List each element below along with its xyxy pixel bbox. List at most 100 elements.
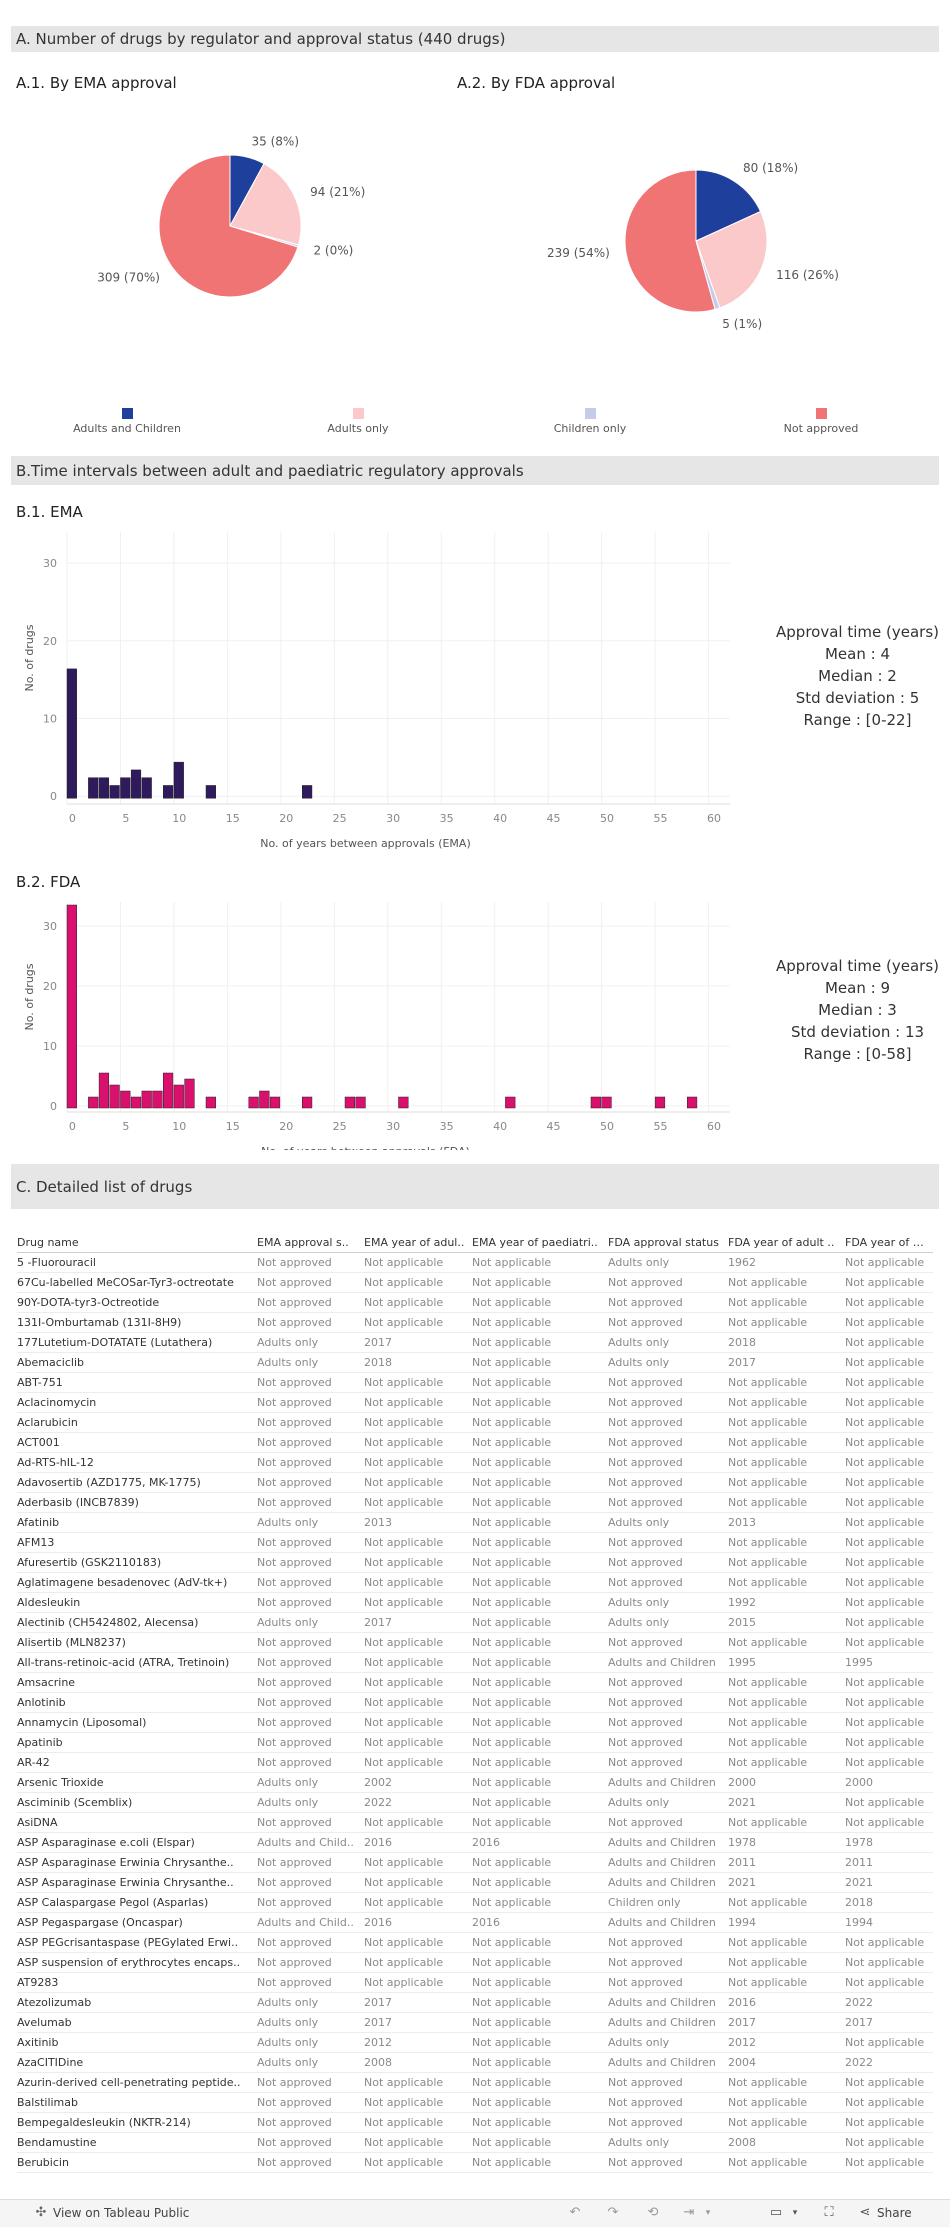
column-header[interactable]: EMA year of paediatri.. (472, 1233, 608, 1253)
table-row[interactable]: ABT-751 Not approved Not applicable Not app… (17, 1372, 933, 1393)
pie-slice-not-approved[interactable] (158, 154, 299, 298)
pie-slice-adults-only[interactable] (229, 163, 302, 246)
histogram-bar[interactable] (162, 1072, 174, 1109)
table-row[interactable]: Amsacrine Not approved Not applicable Not a… (17, 1672, 933, 1693)
table-row[interactable]: ASP PEGcrisantaspase (PEGylated Erwi.. No… (17, 1932, 933, 1953)
table-row[interactable]: Aderbasib (INCB7839) Not approved Not appl… (17, 1492, 933, 1513)
histogram-bar[interactable] (141, 777, 152, 799)
column-header[interactable]: EMA approval s.. (257, 1233, 364, 1253)
legend-item-not-approved[interactable]: Not approved (741, 408, 901, 435)
column-header[interactable]: FDA year of adult .. (728, 1233, 845, 1253)
histogram-bar[interactable] (98, 777, 110, 799)
pie-slice-adults-children[interactable] (695, 169, 762, 242)
table-row[interactable]: Atezolizumab Adults only 2017 Not applicabl… (17, 1992, 933, 2013)
column-header[interactable]: Drug name (17, 1233, 257, 1253)
table-row[interactable]: ASP suspension of erythrocytes encaps.. N… (17, 1952, 933, 1973)
table-row[interactable]: Alectinib (CH5424802, Alecensa) Adults on… (17, 1612, 933, 1633)
table-row[interactable]: Bendamustine Not approved Not applicable No… (17, 2132, 933, 2153)
table-row[interactable]: Azurin-derived cell-penetrating peptide.… (17, 2072, 933, 2093)
histogram-bar[interactable] (66, 668, 77, 799)
histogram-bar[interactable] (654, 1096, 666, 1109)
table-row[interactable]: Aglatimagene besadenovec (AdV-tk+) Not ap… (17, 1572, 933, 1593)
table-row[interactable]: 67Cu-labelled MeCOSar-Tyr3-octreotate Not… (17, 1272, 933, 1293)
device-layout-button[interactable]: ▭ ▾ (769, 2206, 802, 2220)
histogram-bar[interactable] (184, 1078, 195, 1109)
table-row[interactable]: AsiDNA Not approved Not applicable Not appl… (17, 1812, 933, 1833)
table-row[interactable]: Apatinib Not approved Not applicable Not ap… (17, 1732, 933, 1753)
histogram-bar[interactable] (601, 1096, 612, 1109)
table-row[interactable]: Asciminib (Scemblix) Adults only 2022 Not a… (17, 1792, 933, 1813)
undo-button[interactable]: ↶ (568, 2206, 582, 2220)
histogram-bar[interactable] (173, 761, 184, 799)
table-row[interactable]: AFM13 Not approved Not applicable Not appli… (17, 1532, 933, 1553)
table-row[interactable]: Axitinib Adults only 2012 Not applicable Adu… (17, 2032, 933, 2053)
histogram-bar[interactable] (259, 1090, 270, 1109)
histogram-bar[interactable] (66, 904, 77, 1109)
table-row[interactable]: Avelumab Adults only 2017 Not applicable Adu… (17, 2012, 933, 2033)
histogram-bar[interactable] (398, 1096, 409, 1109)
legend-item-children-only[interactable]: Children only (510, 408, 670, 435)
histogram-bar[interactable] (130, 769, 142, 799)
table-row[interactable]: AzaCITIDine Adults only 2008 Not applicable… (17, 2052, 933, 2073)
histogram-bar[interactable] (141, 1090, 152, 1109)
histogram-bar[interactable] (120, 1090, 131, 1109)
ema-histogram[interactable]: 0 5 10 15 20 25 30 35 40 45 50 55 60 0 10 20 30 No. of ye… (0, 520, 760, 850)
table-row[interactable]: ASP Asparaginase e.coli (Elspar) Adults a… (17, 1832, 933, 1853)
histogram-bar[interactable] (344, 1096, 355, 1109)
column-header[interactable]: EMA year of adul.. (364, 1233, 472, 1253)
histogram-bar[interactable] (205, 785, 216, 799)
table-row[interactable]: Ad-RTS-hIL-12 Not approved Not applicable N… (17, 1452, 933, 1473)
histogram-bar[interactable] (505, 1096, 516, 1109)
table-row[interactable]: AR-42 Not approved Not applicable Not appli… (17, 1752, 933, 1773)
table-row[interactable]: ASP Calaspargase Pegol (Asparlas) Not app… (17, 1892, 933, 1913)
table-row[interactable]: 5 -Fluorouracil Not approved Not applicabl… (17, 1252, 933, 1273)
table-row[interactable]: 131I-Omburtamab (131I-8H9) Not approved No… (17, 1312, 933, 1333)
table-row[interactable]: Afatinib Adults only 2013 Not applicable Adu… (17, 1512, 933, 1533)
table-row[interactable]: Alisertib (MLN8237) Not approved Not appli… (17, 1632, 933, 1653)
table-row[interactable]: Abemaciclib Adults only 2018 Not applicable… (17, 1352, 933, 1373)
histogram-bar[interactable] (173, 1084, 184, 1109)
table-row[interactable]: ACT001 Not approved Not applicable Not appl… (17, 1432, 933, 1453)
table-row[interactable]: ASP Asparaginase Erwinia Chrysanthe.. Not… (17, 1852, 933, 1873)
table-row[interactable]: Aclacinomycin Not approved Not applicable N… (17, 1392, 933, 1413)
histogram-bar[interactable] (248, 1096, 259, 1109)
table-row[interactable]: Aldesleukin Not approved Not applicable Not… (17, 1592, 933, 1613)
fda-pie-chart[interactable]: 80 (18%) 116 (26%) 5 (1%) 239 (54%) (460, 100, 940, 340)
table-row[interactable]: Balstilimab Not approved Not applicable Not… (17, 2092, 933, 2113)
table-row[interactable]: AT9283 Not approved Not applicable Not appl… (17, 1972, 933, 1993)
column-header[interactable]: FDA year of paed (845, 1233, 933, 1253)
legend-item-adults-children[interactable]: Adults and Children (47, 408, 207, 435)
pie-slice-not-approved[interactable] (624, 169, 716, 313)
redo-button[interactable]: ↷ (606, 2206, 620, 2220)
table-row[interactable]: Adavosertib (AZD1775, MK-1775) Not approv… (17, 1472, 933, 1493)
histogram-bar[interactable] (130, 1096, 142, 1109)
histogram-bar[interactable] (109, 785, 120, 799)
histogram-bar[interactable] (98, 1072, 110, 1109)
fda-histogram[interactable]: 0 5 10 15 20 25 30 35 40 45 50 55 60 0 10 20 30 No. of ye… (0, 890, 760, 1150)
view-on-tableau-button[interactable]: ✣ View on Tableau Public (34, 2206, 190, 2221)
pie-slice-adults-only[interactable] (695, 210, 768, 309)
table-row[interactable]: 90Y-DOTA-tyr3-Octreotide Not approved Not … (17, 1292, 933, 1313)
table-row[interactable]: All-trans-retinoic-acid (ATRA, Tretinoin… (17, 1652, 933, 1673)
column-header[interactable]: FDA approval status (608, 1233, 728, 1253)
table-row[interactable]: Bempegaldesleukin (NKTR-214) Not approved… (17, 2112, 933, 2133)
share-button[interactable]: ⋖ Share (858, 2206, 912, 2221)
histogram-bar[interactable] (152, 1090, 163, 1109)
histogram-bar[interactable] (205, 1096, 216, 1109)
histogram-bar[interactable] (590, 1096, 601, 1109)
histogram-bar[interactable] (162, 785, 174, 799)
revert-button[interactable]: ⟲ (646, 2206, 660, 2220)
table-row[interactable]: 177Lutetium-DOTATATE (Lutathera) Adults o… (17, 1332, 933, 1353)
histogram-bar[interactable] (269, 1096, 281, 1109)
histogram-bar[interactable] (88, 777, 99, 799)
table-row[interactable]: Afuresertib (GSK2110183) Not approved Not … (17, 1552, 933, 1573)
histogram-bar[interactable] (686, 1096, 698, 1109)
histogram-bar[interactable] (120, 777, 131, 799)
histogram-bar[interactable] (302, 785, 313, 799)
table-row[interactable]: Berubicin Not approved Not applicable Not a… (17, 2152, 933, 2173)
table-row[interactable]: Arsenic Trioxide Adults only 2002 Not appli… (17, 1772, 933, 1793)
table-row[interactable]: Annamycin (Liposomal) Not approved Not app… (17, 1712, 933, 1733)
table-row[interactable]: Aclarubicin Not approved Not applicable Not… (17, 1412, 933, 1433)
table-row[interactable]: Anlotinib Not approved Not applicable Not a… (17, 1692, 933, 1713)
drug-table[interactable]: Drug name EMA approval s.. EMA year of adu… (17, 1233, 933, 2173)
